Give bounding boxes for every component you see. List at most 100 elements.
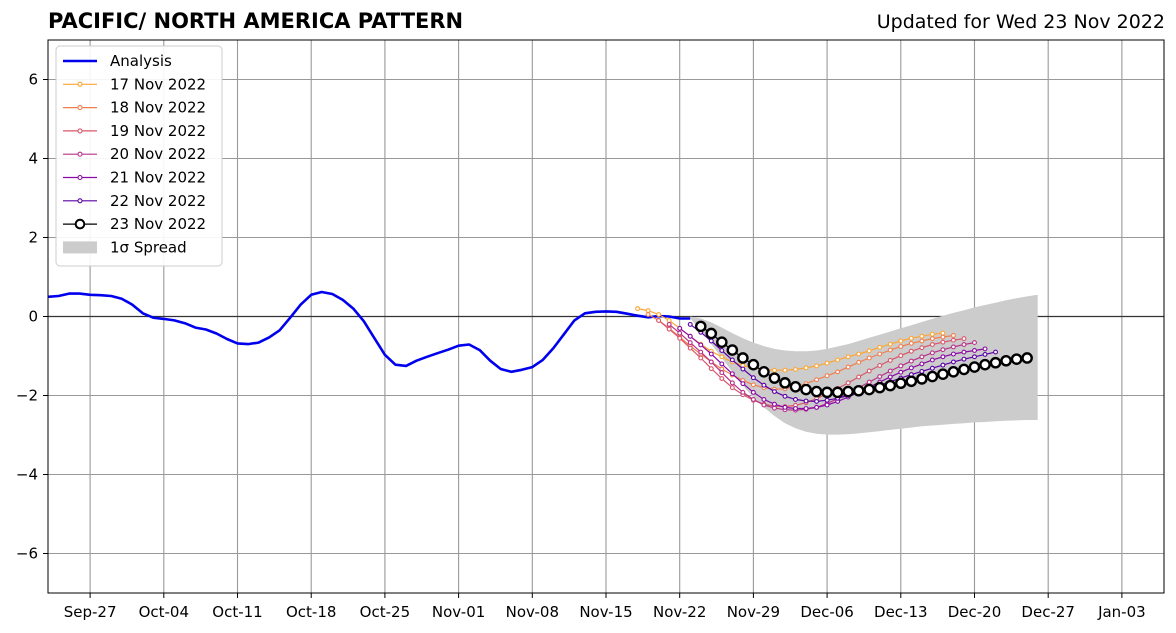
forecast-point	[958, 363, 970, 376]
forecast-point	[782, 404, 788, 410]
forecast-point	[894, 377, 907, 390]
y-tick-label: −2	[16, 387, 38, 405]
forecast-point	[666, 321, 672, 327]
legend-swatch-marker	[77, 105, 83, 111]
forecast-point	[708, 366, 714, 372]
forecast-point	[750, 397, 756, 402]
forecast-point	[908, 335, 914, 341]
forecast-point	[866, 368, 872, 374]
x-tick-label: Dec-13	[874, 603, 928, 621]
forecast-point	[950, 344, 956, 350]
forecast-point	[729, 371, 735, 377]
forecast-series	[677, 325, 988, 411]
forecast-point	[929, 342, 935, 347]
forecast-point	[947, 365, 960, 378]
forecast-point	[740, 389, 746, 395]
forecast-point	[856, 351, 862, 357]
forecast-point	[972, 354, 977, 360]
forecast-point	[898, 363, 904, 369]
forecast-point	[940, 362, 946, 368]
forecast-point	[929, 331, 935, 337]
forecast-point	[687, 333, 693, 339]
forecast-point	[810, 385, 823, 398]
forecast-point	[761, 382, 767, 388]
forecast-point	[800, 383, 812, 396]
forecast-point	[740, 366, 746, 372]
forecast-point	[940, 354, 946, 360]
forecast-point	[926, 370, 939, 383]
forecast-point	[877, 344, 883, 350]
forecast-point	[656, 312, 662, 317]
forecast-point	[708, 351, 714, 357]
forecast-point	[635, 306, 641, 312]
forecast-point	[772, 389, 777, 394]
forecast-point	[919, 368, 925, 374]
legend-label: 23 Nov 2022	[110, 215, 206, 233]
forecast-point	[982, 346, 988, 352]
legend: Analysis 17 Nov 2022 18 Nov 2022 19 Nov 202…	[55, 45, 223, 267]
legend-swatch-marker	[77, 174, 83, 181]
forecast-point	[898, 369, 904, 375]
legend-swatch-marker	[77, 151, 83, 157]
legend-swatch-patch	[63, 241, 97, 254]
forecast-point	[989, 356, 1002, 369]
forecast-point	[821, 386, 833, 399]
forecast-point	[705, 327, 718, 340]
forecast-point	[698, 349, 704, 355]
forecast-point	[814, 377, 820, 383]
forecast-point	[929, 336, 935, 342]
forecast-point	[1000, 354, 1012, 367]
forecast-point	[726, 344, 739, 356]
forecast-point	[747, 358, 760, 371]
forecast-point	[908, 365, 914, 371]
chart-title: PACIFIC/ NORTH AMERICA PATTERN	[48, 9, 464, 33]
x-tick-label: Nov-22	[653, 603, 706, 621]
forecast-point	[779, 377, 791, 389]
legend-swatch-marker	[77, 198, 83, 204]
forecast-point	[842, 385, 854, 398]
legend-swatch-marker	[74, 218, 86, 230]
forecast-point	[761, 402, 767, 408]
forecast-point	[937, 368, 949, 380]
forecast-point	[929, 365, 935, 371]
forecast-point	[884, 379, 897, 392]
forecast-point	[803, 398, 809, 404]
forecast-point	[729, 380, 735, 386]
legend-label: Analysis	[110, 52, 172, 70]
forecast-point	[919, 354, 925, 360]
forecast-point	[824, 402, 830, 408]
x-tick-label: Jan-03	[1097, 603, 1146, 621]
forecast-point	[814, 398, 820, 404]
forecast-point	[831, 386, 844, 399]
x-tick-label: Oct-04	[139, 603, 189, 621]
forecast-point	[708, 338, 714, 344]
x-tick-label: Nov-08	[506, 603, 559, 621]
x-tick-label: Oct-25	[360, 603, 410, 621]
forecast-point	[845, 354, 851, 360]
forecast-point	[856, 374, 862, 380]
forecast-point	[961, 336, 967, 342]
forecast-point	[968, 361, 981, 373]
forecast-point	[824, 397, 830, 403]
forecast-point	[993, 349, 998, 355]
y-tick-label: −4	[16, 466, 38, 484]
forecast-point	[877, 351, 883, 357]
legend-label: 22 Nov 2022	[110, 192, 206, 210]
forecast-point	[940, 334, 946, 340]
forecast-point	[737, 352, 749, 364]
forecast-point	[877, 374, 883, 379]
y-tick-label: 4	[28, 150, 38, 168]
forecast-point	[803, 365, 809, 371]
forecast-point	[758, 365, 770, 378]
forecast-point	[645, 312, 651, 317]
y-tick-label: 6	[28, 71, 38, 89]
forecast-point	[856, 359, 862, 365]
forecast-point	[908, 348, 914, 354]
forecast-point	[845, 364, 851, 370]
forecast-point	[768, 372, 781, 384]
forecast-point	[908, 340, 914, 346]
forecast-point	[898, 338, 904, 344]
forecast-point	[761, 397, 767, 402]
forecast-point	[898, 353, 904, 359]
forecast-point	[719, 376, 725, 381]
